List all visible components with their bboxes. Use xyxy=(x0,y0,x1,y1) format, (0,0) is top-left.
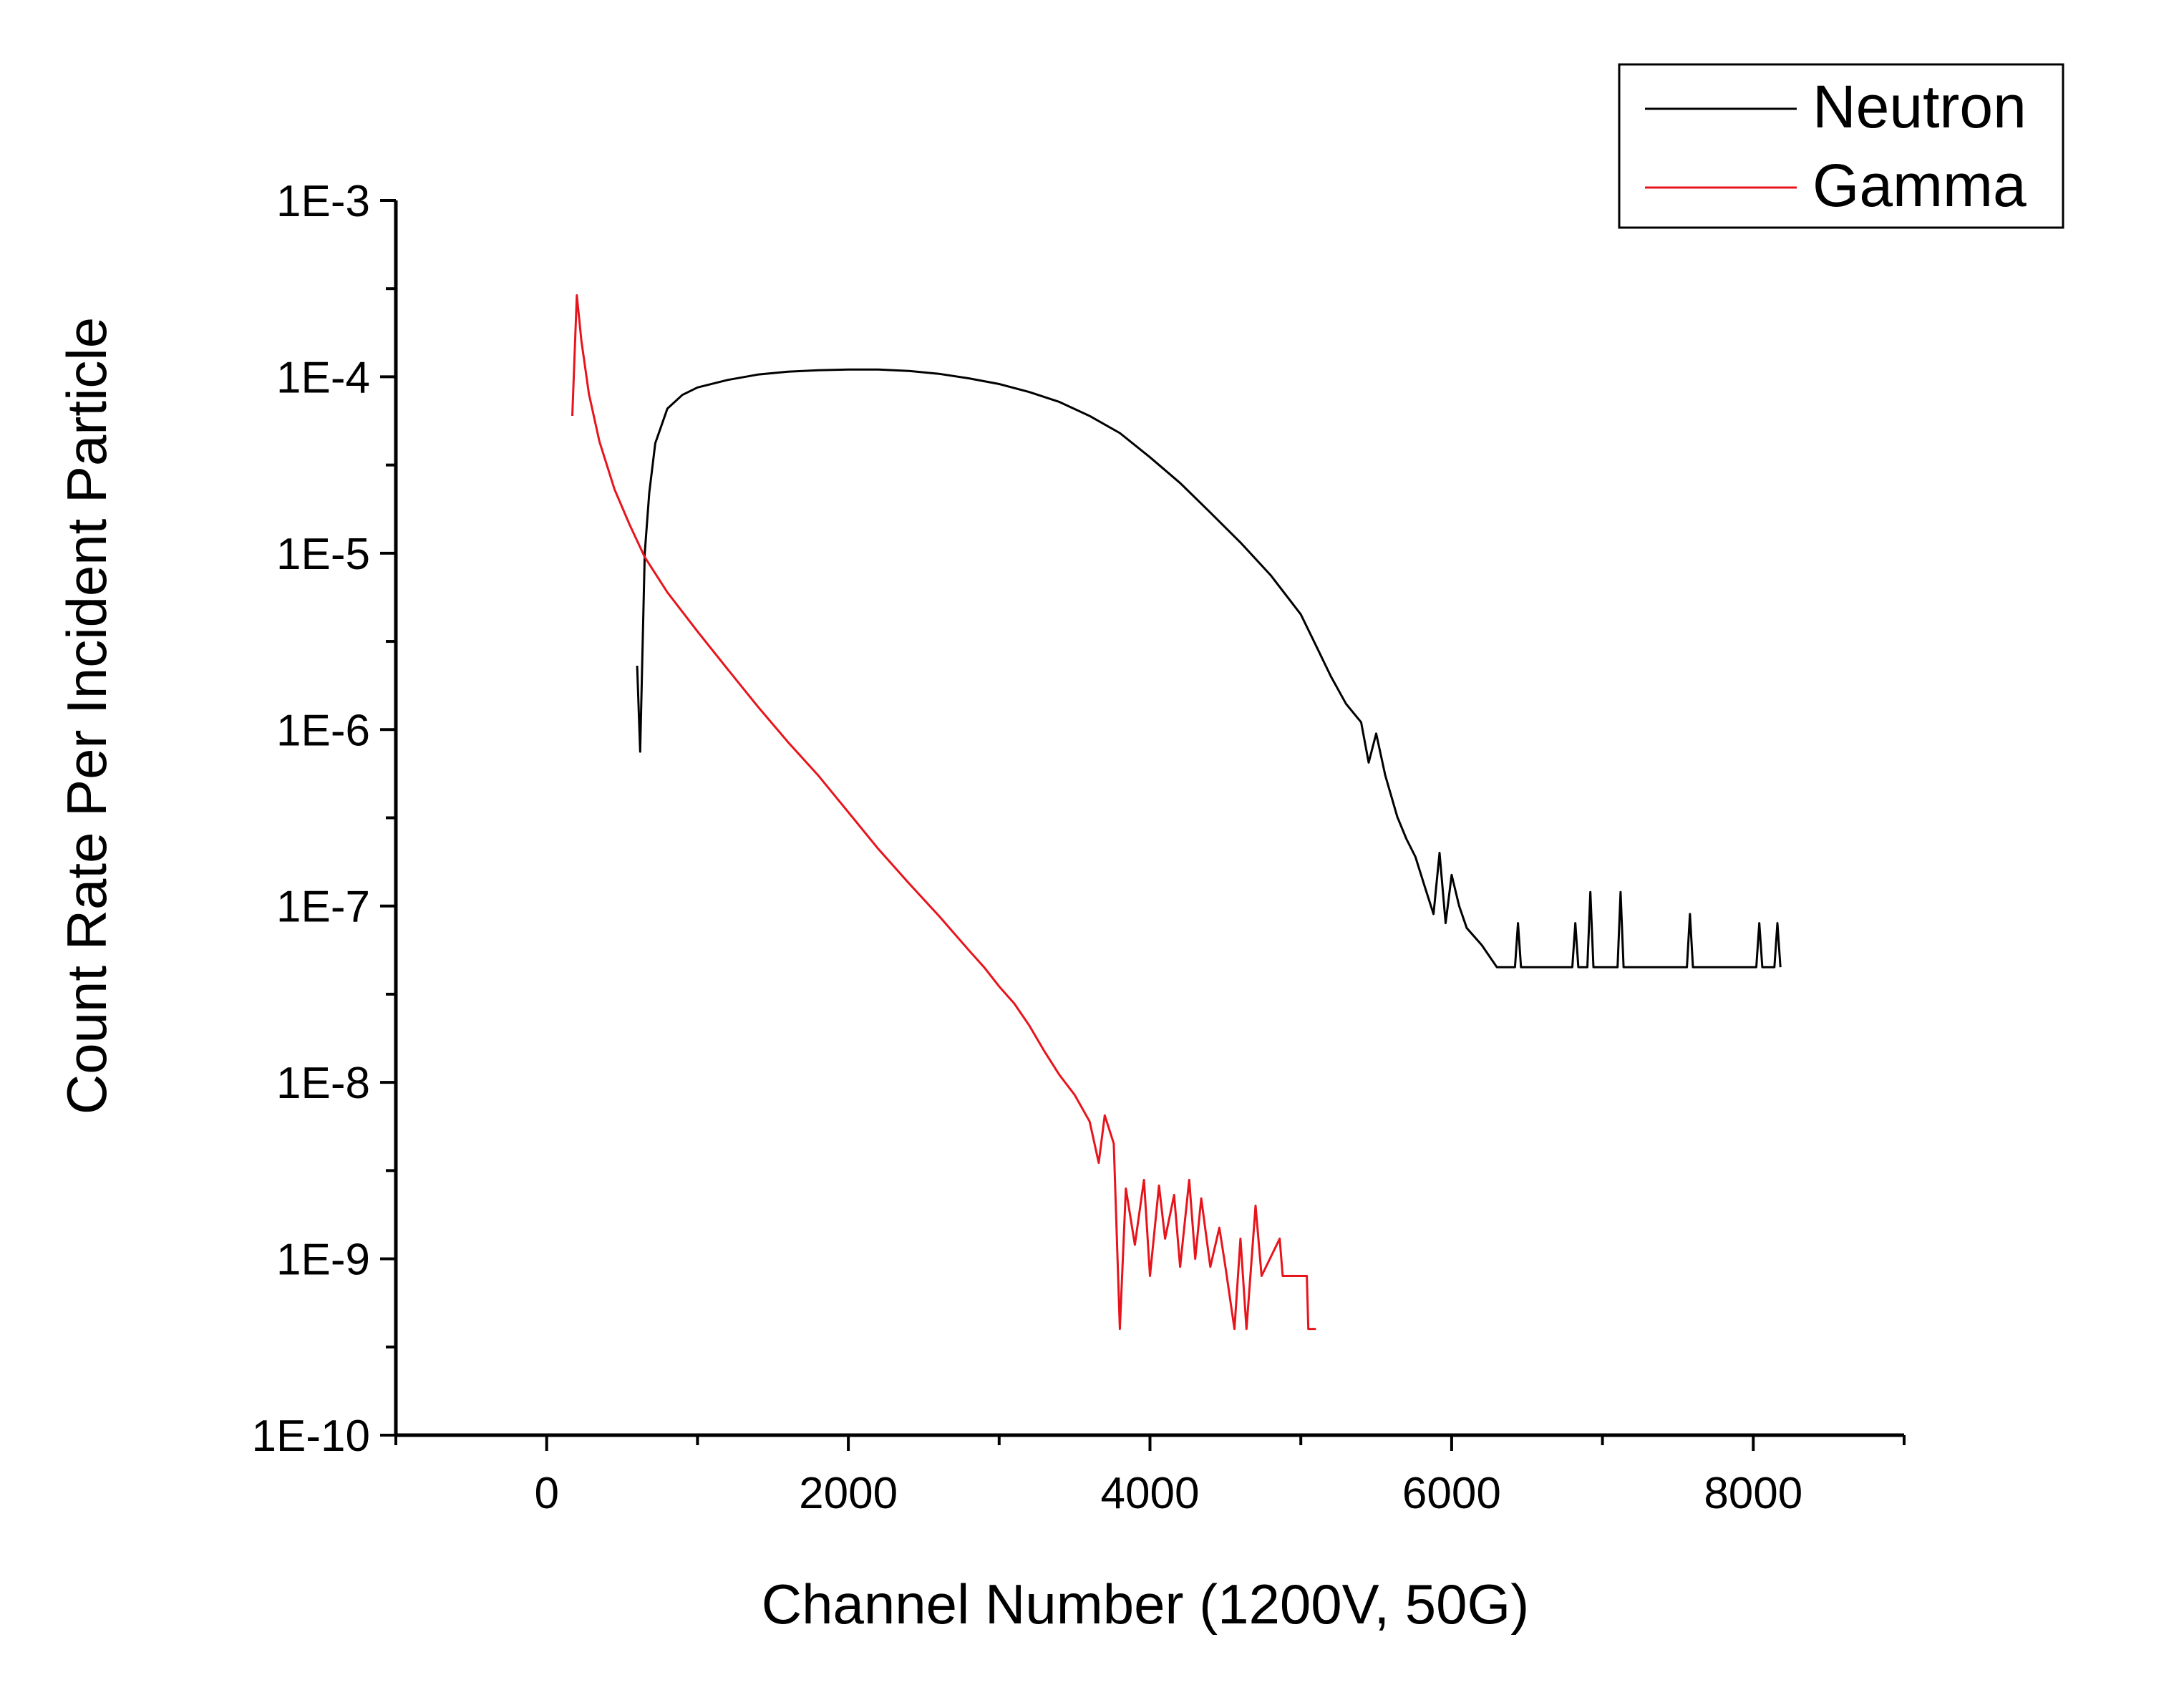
legend-label-neutron: Neutron xyxy=(1812,73,2027,140)
y-tick-label: 1E-7 xyxy=(276,883,370,932)
y-axis-title: Count Rate Per Incident Particle xyxy=(55,317,118,1114)
legend-label-gamma: Gamma xyxy=(1812,152,2027,219)
series-line-neutron xyxy=(636,368,1782,968)
legend-box xyxy=(1618,63,2064,229)
x-tick-label: 2000 xyxy=(799,1469,898,1518)
x-axis-ticks: 0 2000 4000 6000 8000 xyxy=(394,1435,1906,1518)
series-line-gamma xyxy=(571,294,1316,1331)
y-axis-ticks: 1E-3 1E-4 1E-5 1E-6 1E-7 1E-8 1E-9 1E-10 xyxy=(252,177,396,1461)
axes xyxy=(394,200,1904,1437)
legend: Neutron Gamma xyxy=(1618,63,2064,229)
y-tick-label: 1E-10 xyxy=(252,1412,370,1461)
y-tick-label: 1E-9 xyxy=(276,1235,370,1285)
y-tick-label: 1E-5 xyxy=(276,530,370,579)
x-tick-label: 8000 xyxy=(1704,1469,1802,1518)
x-tick-label: 4000 xyxy=(1101,1469,1200,1518)
y-tick-label: 1E-6 xyxy=(276,706,370,755)
y-tick-label: 1E-3 xyxy=(276,177,370,226)
x-tick-label: 6000 xyxy=(1402,1469,1501,1518)
x-tick-label: 0 xyxy=(534,1469,558,1518)
y-tick-label: 1E-4 xyxy=(276,353,370,402)
series-layer xyxy=(571,294,1782,1331)
x-axis-title: Channel Number (1200V, 50G) xyxy=(762,1573,1529,1636)
y-tick-label: 1E-8 xyxy=(276,1059,370,1108)
